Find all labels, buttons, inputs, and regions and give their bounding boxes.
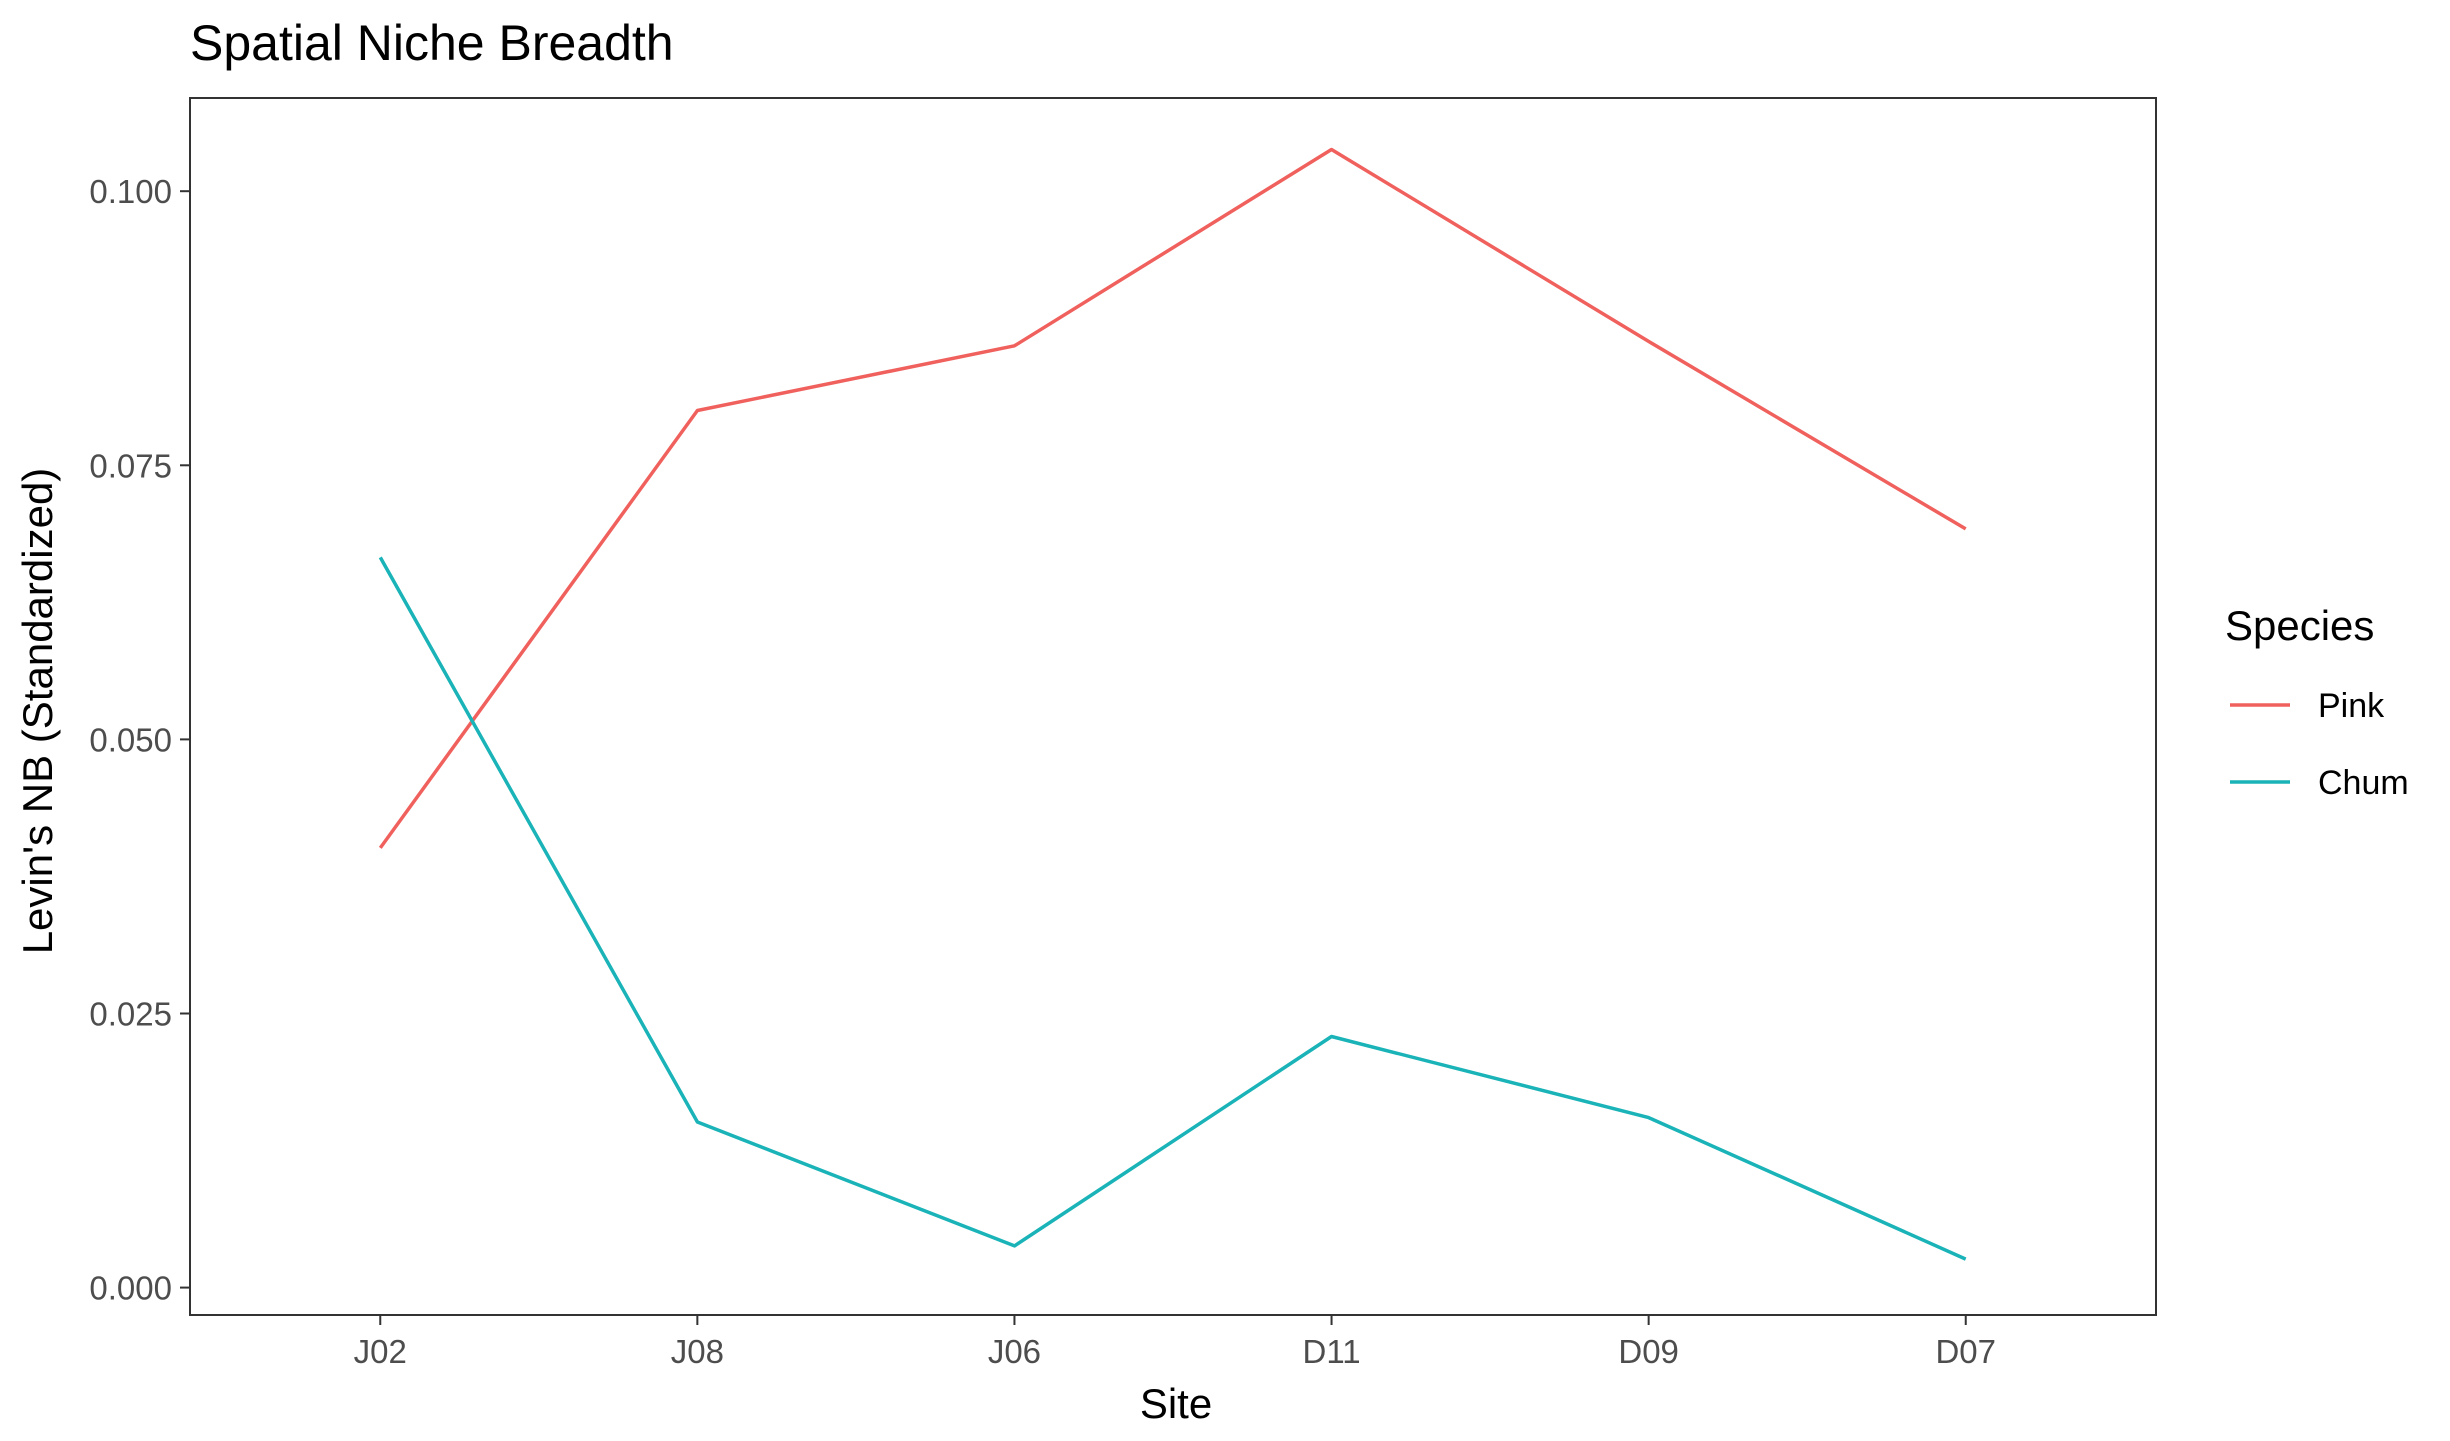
series-line-chum: [378, 556, 1967, 1261]
y-tick-label: 0.100: [89, 173, 172, 210]
x-axis: J02 J08 J06 D11 D09 D07: [354, 1315, 1996, 1370]
y-tick-label: 0.025: [89, 995, 172, 1032]
legend: Species Pink Chum: [2225, 602, 2409, 802]
x-tick-label: J02: [354, 1333, 407, 1370]
chart-title: Spatial Niche Breadth: [190, 15, 674, 71]
y-tick-label: 0.075: [89, 447, 172, 484]
x-tick-label: D11: [1303, 1333, 1361, 1370]
y-tick-label: 0.000: [89, 1270, 172, 1307]
y-axis-title: Levin's NB (Standardized): [14, 468, 61, 955]
x-tick-label: J06: [988, 1333, 1041, 1370]
legend-label-pink: Pink: [2318, 687, 2385, 725]
y-axis: 0.000 0.025 0.050 0.075 0.100: [89, 173, 190, 1307]
legend-title: Species: [2225, 602, 2374, 649]
y-tick-label: 0.050: [89, 721, 172, 758]
x-tick-label: D09: [1618, 1333, 1679, 1370]
series-line-pink: [378, 147, 1967, 849]
x-axis-title: Site: [1140, 1380, 1212, 1427]
x-tick-label: D07: [1935, 1333, 1996, 1370]
legend-label-chum: Chum: [2318, 764, 2409, 802]
plot-area: [189, 97, 2157, 1316]
plot-panel-border: [189, 97, 2157, 1316]
x-tick-label: J08: [671, 1333, 724, 1370]
